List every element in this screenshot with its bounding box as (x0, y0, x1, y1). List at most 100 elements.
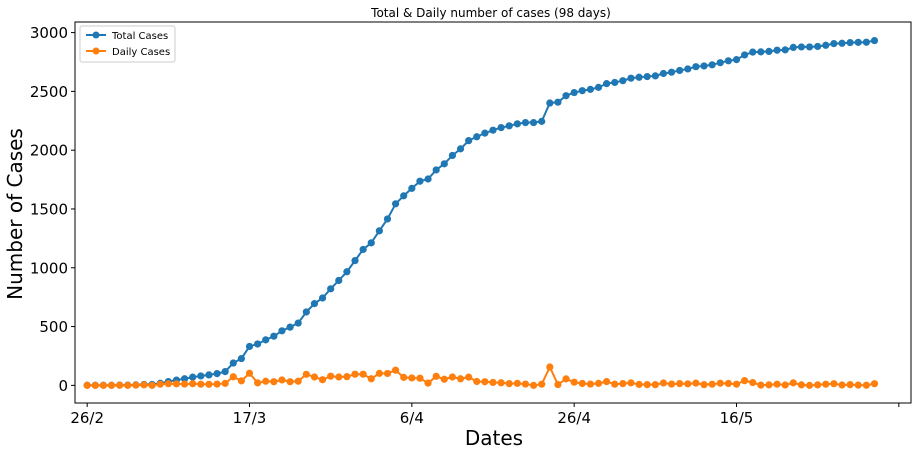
data-point-s0-26 (294, 319, 302, 327)
data-point-s1-38 (392, 366, 400, 374)
data-point-s1-34 (359, 370, 367, 378)
data-point-s1-80 (732, 380, 741, 388)
data-point-s1-32 (343, 373, 351, 381)
data-point-s1-92 (830, 380, 838, 388)
data-point-s1-7 (140, 381, 148, 389)
legend-label-total: Total Cases (111, 31, 168, 42)
data-point-s1-14 (197, 380, 205, 388)
data-point-s0-28 (310, 300, 319, 308)
data-point-s1-77 (708, 380, 716, 388)
y-axis-label: Number of Cases (3, 128, 27, 300)
axes: 0 500 1000 1500 2000 2500 3000 26/2 17/3 6/4 26/4 1… (30, 21, 912, 427)
data-point-s1-82 (749, 378, 757, 387)
data-point-s1-51 (497, 379, 505, 387)
data-point-s0-43 (432, 166, 440, 174)
data-point-s1-90 (814, 381, 822, 389)
data-point-s0-61 (578, 87, 586, 95)
data-point-s1-74 (684, 380, 692, 388)
data-point-s1-46 (456, 375, 465, 383)
data-point-s0-56 (538, 117, 546, 125)
data-point-s1-57 (546, 363, 554, 371)
data-point-s0-48 (473, 133, 481, 141)
data-point-s0-47 (465, 137, 473, 145)
data-point-s1-21 (254, 379, 262, 387)
data-point-s1-72 (667, 380, 676, 388)
data-point-s0-88 (797, 43, 806, 51)
data-point-s0-54 (521, 118, 530, 127)
data-point-s1-13 (189, 380, 197, 388)
data-point-s1-96 (862, 381, 870, 389)
data-point-s0-82 (749, 48, 757, 56)
data-point-s0-33 (351, 257, 359, 265)
y-tick-label-2500: 2500 (30, 83, 68, 101)
data-point-s0-20 (245, 342, 254, 351)
data-point-s1-47 (465, 373, 473, 381)
data-point-s1-94 (846, 381, 854, 389)
data-point-s0-14 (197, 372, 205, 380)
data-point-s0-63 (594, 83, 603, 91)
data-point-s1-39 (400, 373, 408, 381)
data-point-s0-81 (741, 51, 749, 59)
data-point-s0-89 (805, 43, 814, 51)
data-point-s0-79 (724, 57, 732, 65)
data-point-s0-71 (659, 69, 668, 78)
legend-label-daily: Daily Cases (112, 47, 170, 58)
data-point-s1-78 (716, 379, 724, 387)
data-point-s1-58 (554, 380, 562, 389)
x-tick-label-60: 26/4 (557, 409, 591, 427)
data-point-s0-87 (789, 43, 797, 52)
data-point-s0-44 (440, 160, 448, 168)
data-point-s1-42 (424, 379, 432, 387)
data-point-s1-68 (635, 380, 643, 389)
data-point-s1-41 (416, 374, 424, 382)
data-point-s0-96 (862, 38, 870, 46)
legend: Total Cases Daily Cases (79, 25, 176, 63)
data-point-s1-43 (432, 372, 440, 380)
series-line-0 (87, 39, 875, 387)
data-point-s1-59 (562, 375, 570, 383)
data-point-s1-3 (107, 381, 116, 389)
data-point-s1-45 (448, 373, 457, 381)
data-point-s1-79 (724, 379, 732, 388)
data-point-s0-55 (529, 118, 538, 127)
data-point-s1-89 (805, 381, 814, 389)
data-point-s0-17 (221, 368, 229, 376)
x-axis-label: Dates (465, 426, 523, 450)
data-point-s1-15 (205, 380, 213, 388)
data-point-s0-13 (189, 373, 197, 381)
data-point-s1-53 (513, 379, 521, 387)
chart-title: Total & Daily number of cases (98 days) (370, 6, 611, 20)
data-point-s1-26 (294, 377, 302, 385)
data-point-s0-94 (846, 38, 854, 47)
data-point-s1-50 (489, 378, 497, 387)
data-point-s1-62 (586, 380, 595, 388)
data-point-s0-65 (611, 78, 619, 87)
y-tick-label-1000: 1000 (30, 259, 68, 277)
data-point-s0-40 (408, 184, 416, 192)
x-tick-label-80: 16/5 (720, 409, 754, 427)
data-point-s1-17 (221, 379, 229, 387)
data-point-s1-73 (676, 380, 684, 388)
data-point-s1-64 (603, 378, 611, 386)
data-point-s1-22 (262, 377, 270, 385)
y-tick-label-3000: 3000 (30, 24, 68, 42)
data-point-s1-75 (692, 379, 700, 387)
data-point-s0-15 (205, 371, 213, 379)
data-point-s0-42 (424, 175, 432, 183)
data-point-s1-54 (521, 380, 530, 388)
data-point-s1-24 (278, 376, 286, 384)
data-point-s0-38 (392, 200, 400, 208)
data-point-s0-24 (278, 327, 286, 335)
data-point-s1-83 (757, 381, 765, 389)
data-point-s0-77 (708, 61, 716, 69)
data-point-s1-48 (473, 377, 481, 386)
y-tick-label-500: 500 (39, 318, 68, 336)
data-point-s0-50 (489, 126, 497, 134)
data-point-s1-70 (651, 381, 659, 389)
data-point-s1-29 (318, 376, 327, 384)
data-point-s0-72 (667, 68, 676, 76)
data-point-s0-27 (302, 308, 310, 316)
data-point-s0-36 (375, 227, 383, 235)
data-point-s0-51 (497, 124, 505, 132)
data-point-s0-31 (335, 276, 343, 285)
